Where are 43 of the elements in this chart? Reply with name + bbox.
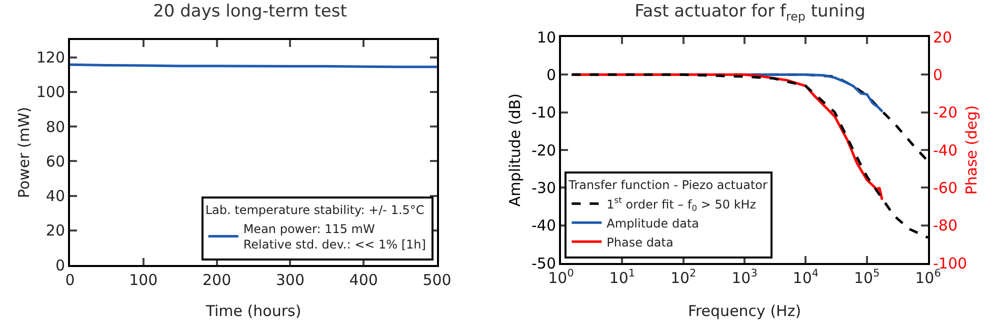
x-axis-title: Time (hours) — [204, 302, 302, 320]
y2-tick-label: -80 — [933, 216, 958, 235]
y2-tick-label: 20 — [933, 28, 952, 46]
legend-label: 1$^{st}$ order fit – f$_{0}$ > 50 kHz — [606, 195, 756, 213]
x-tick-label: 100 — [129, 271, 158, 289]
x-tick-label: 10$^{4}$ — [792, 268, 819, 287]
y2-tick-label: -60 — [933, 178, 958, 197]
x-tick-label: 10$^{1}$ — [609, 268, 636, 287]
y-tick-label: 40 — [46, 187, 65, 206]
x-tick-label: 10$^{2}$ — [670, 268, 696, 287]
y-axis-title: Amplitude (dB) — [506, 93, 524, 207]
x-tick-label: 200 — [202, 271, 232, 289]
legend-label: Mean power: 115 mW Relative std. dev.: << 1% [1h] — [243, 222, 426, 252]
y-tick-label: -20 — [532, 141, 556, 160]
chart-title: 20 days long-term test — [153, 2, 348, 22]
legend-title: Transfer function - Piezo actuator — [568, 178, 768, 192]
y2-tick-label: -40 — [933, 141, 958, 160]
legend-label: Amplitude data — [606, 216, 700, 230]
y-tick-label: 0 — [546, 66, 556, 84]
x-axis-title: Frequency (Hz) — [688, 302, 802, 320]
chart-title: Fast actuator for f$_{rep}$ tuning — [634, 2, 866, 24]
y-axis-title: Power (mW) — [15, 106, 33, 198]
x-tick-label: 10$^{3}$ — [732, 268, 758, 287]
y2-tick-label: 0 — [933, 66, 943, 84]
x-tick-label: 400 — [349, 271, 378, 289]
y2-tick-label: -20 — [933, 104, 958, 122]
y-tick-label: 0 — [55, 256, 65, 274]
y-tick-label: -30 — [532, 178, 556, 197]
y-tick-label: -40 — [532, 216, 556, 235]
y-tick-label: 10 — [536, 28, 556, 46]
y2-axis-title: Phase (deg) — [962, 105, 980, 195]
legend-title: Lab. temperature stability: +/- 1.5°C — [205, 203, 424, 218]
legend-label: Phase data — [606, 235, 674, 250]
y-tick-label: -10 — [532, 104, 556, 122]
y-tick-label: 60 — [46, 152, 65, 170]
y-tick-label: 100 — [36, 83, 65, 102]
x-tick-label: 10$^{5}$ — [854, 268, 880, 287]
x-tick-label: 10$^{6}$ — [915, 268, 942, 287]
x-tick-label: 500 — [422, 271, 452, 289]
y-tick-label: 80 — [46, 118, 65, 136]
y-tick-label: 20 — [46, 222, 65, 240]
y-tick-label: 120 — [36, 48, 65, 67]
x-tick-label: 300 — [276, 271, 305, 289]
